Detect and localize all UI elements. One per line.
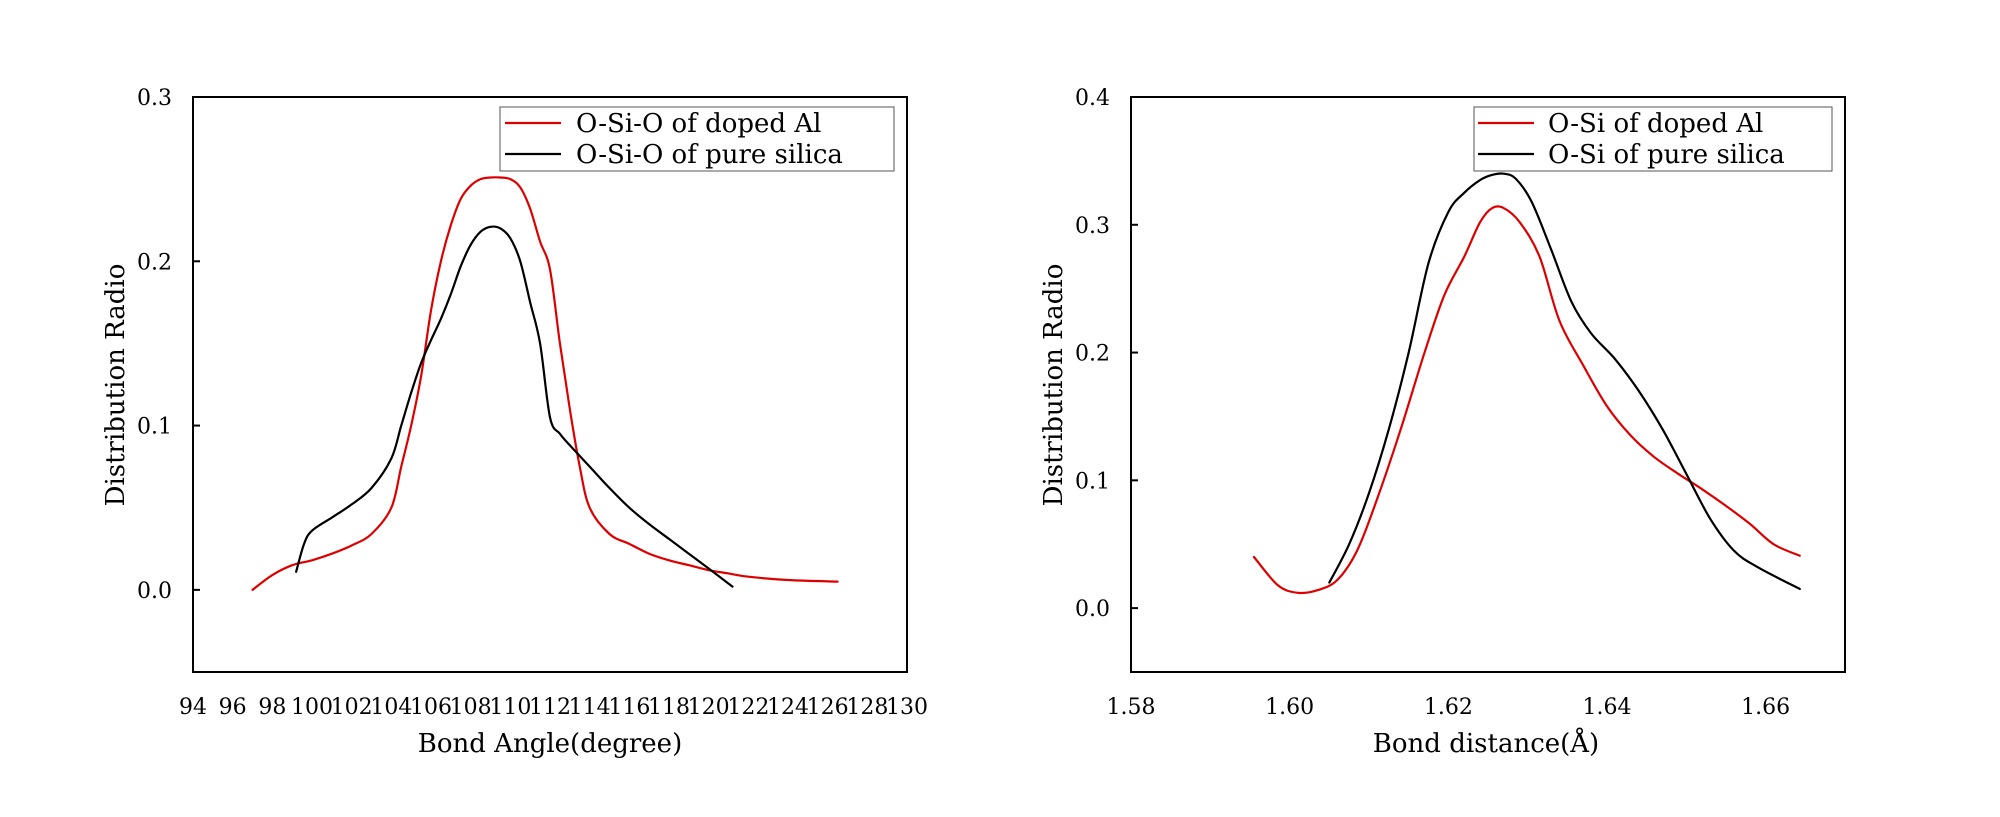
x-tick-label: 1.62	[1424, 695, 1473, 720]
legend-label-pure-silica: O-Si of pure silica	[1548, 140, 1785, 170]
legend-box	[1473, 106, 1833, 172]
x-tick-label: 120	[688, 695, 730, 720]
x-tick-label: 122	[727, 695, 769, 720]
series-line-doped-al	[1252, 205, 1801, 595]
x-tick-label: 130	[886, 695, 928, 720]
legend: O-Si-O of doped Al O-Si-O of pure silica	[499, 106, 895, 172]
x-tick-label: 1.60	[1265, 695, 1314, 720]
x-axis-title: Bond Angle(degree)	[418, 729, 682, 759]
x-tick-label: 1.64	[1583, 695, 1632, 720]
y-tick-label: 0.1	[1075, 469, 1110, 494]
x-axis-ticks: 94 96 98 1001021041061081101121141161181201…	[179, 695, 928, 720]
x-tick-label: 128	[846, 695, 888, 720]
y-tick-label: 0.3	[1075, 214, 1110, 239]
series-line-pure-silica	[1328, 172, 1801, 591]
y-tick-label: 0.2	[1075, 342, 1110, 367]
y-axis-title: Distribution Radio	[101, 264, 131, 507]
legend-label-doped-al: O-Si-O of doped Al	[576, 109, 821, 139]
x-tick-label: 124	[767, 695, 809, 720]
x-tick-label: 104	[370, 695, 412, 720]
x-axis-ticks: 1.58 1.60 1.62 1.64 1.66	[1107, 695, 1791, 720]
bond-angle-chart: 0.0 0.1 0.2 0.3 94 96 98 100102104106108110112…	[101, 86, 928, 759]
x-tick-label: 94	[179, 695, 207, 720]
x-tick-label: 1.58	[1107, 695, 1156, 720]
x-tick-label: 108	[450, 695, 492, 720]
series-lines	[251, 176, 839, 591]
y-tick-label: 0.2	[137, 250, 172, 275]
x-axis-title: Bond distance(Å)	[1373, 727, 1599, 759]
legend: O-Si of doped Al O-Si of pure silica	[1473, 106, 1833, 172]
legend-label-doped-al: O-Si of doped Al	[1548, 109, 1763, 139]
series-line-pure-silica	[295, 225, 734, 588]
x-tick-label: 102	[331, 695, 373, 720]
x-tick-label: 100	[291, 695, 333, 720]
x-tick-label: 1.66	[1741, 695, 1790, 720]
y-axis-ticks: 0.0 0.1 0.2 0.3	[137, 86, 200, 604]
y-tick-label: 0.0	[137, 579, 172, 604]
y-tick-label: 0.0	[1075, 597, 1110, 622]
x-tick-label: 114	[569, 695, 611, 720]
series-lines	[1252, 172, 1801, 595]
series-line-doped-al	[251, 176, 839, 591]
x-tick-label: 126	[807, 695, 849, 720]
x-tick-label: 112	[529, 695, 571, 720]
y-tick-label: 0.3	[137, 86, 172, 111]
plot-area-frame	[192, 96, 908, 673]
legend-box	[499, 106, 895, 172]
x-tick-label: 118	[648, 695, 690, 720]
x-tick-label: 96	[219, 695, 247, 720]
x-tick-label: 106	[410, 695, 452, 720]
plot-area-frame	[1130, 96, 1846, 673]
y-tick-label: 0.1	[137, 415, 172, 440]
bond-distance-chart: 0.0 0.1 0.2 0.3 0.4 1.58 1.60 1.62 1.64 1.66 Bon…	[1039, 86, 1846, 759]
x-tick-label: 116	[608, 695, 650, 720]
legend-label-pure-silica: O-Si-O of pure silica	[576, 140, 843, 170]
y-axis-title: Distribution Radio	[1039, 264, 1069, 507]
y-axis-ticks: 0.0 0.1 0.2 0.3 0.4	[1075, 86, 1138, 622]
x-tick-label: 98	[258, 695, 286, 720]
y-tick-label: 0.4	[1075, 86, 1110, 111]
x-tick-label: 110	[489, 695, 531, 720]
